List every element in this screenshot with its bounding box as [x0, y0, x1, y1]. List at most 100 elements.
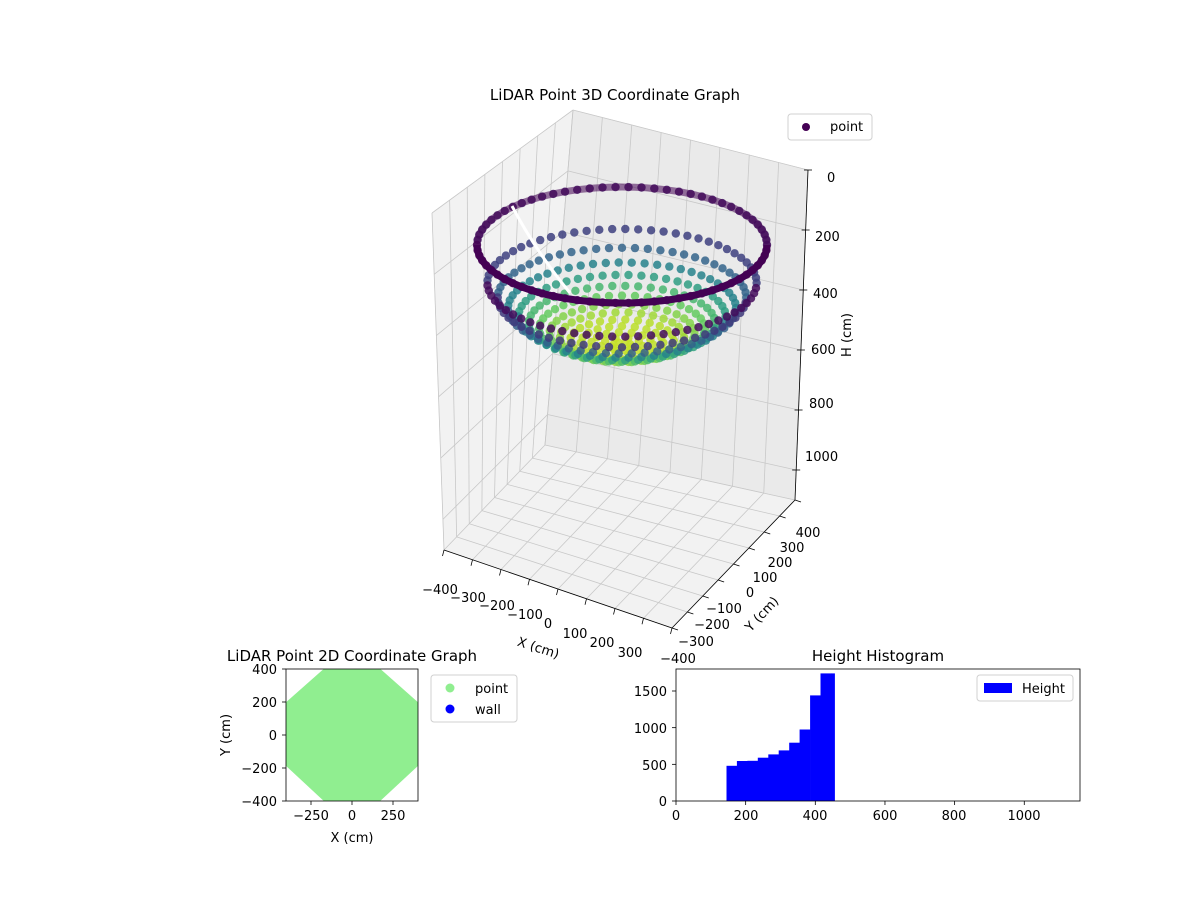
bowl-point: [668, 318, 677, 327]
y-tick-label: 1000: [634, 722, 667, 737]
z-tick-labels-3d: 0 200 400 600 800 1000: [805, 171, 840, 465]
bowl-point: [722, 312, 732, 321]
y-tick: [671, 627, 679, 631]
bowl-point: [510, 318, 519, 327]
x-tick: [499, 569, 502, 576]
x-tick: [584, 598, 587, 605]
x-axis-label-2d: X (cm): [331, 831, 374, 846]
ticks-3d: [442, 169, 812, 635]
y-tick-labels-hist: 0 500 1000 1500: [634, 685, 667, 810]
y-tick: [748, 547, 756, 551]
x-tick: [613, 608, 616, 615]
grid-line: [575, 117, 603, 452]
histogram-bar: [778, 750, 790, 801]
bowl-point: [663, 306, 672, 315]
y-tick-label: 400: [252, 663, 277, 678]
bowl-point: [593, 325, 602, 334]
bowl-point: [588, 259, 598, 269]
bowl-point: [577, 304, 587, 314]
bowl-point: [634, 225, 643, 234]
bowl-point: [617, 243, 627, 252]
grid-line: [544, 444, 796, 501]
bowl-point: [582, 330, 591, 339]
bowl-point: [601, 349, 610, 358]
bowl-point: [579, 246, 588, 255]
bowl-point: [495, 301, 505, 310]
y-tick-label: −400: [241, 795, 277, 810]
bowl-point: [595, 282, 604, 292]
bowl-point: [683, 280, 693, 289]
y-tick-label: −200: [241, 762, 277, 777]
x-tick-label: 200: [734, 809, 759, 824]
bowl-point: [683, 231, 692, 240]
bowl-point: [679, 250, 689, 259]
bowl-point: [706, 275, 715, 284]
bowl-point: [633, 316, 643, 325]
bowl-point: [680, 314, 689, 323]
y-tick-label: −300: [678, 635, 714, 650]
bowl-point: [656, 340, 665, 349]
bowl-point: [676, 301, 685, 310]
ticks-2d: [282, 668, 394, 805]
x-tick-label: −400: [422, 583, 458, 598]
bowl-point: [730, 249, 739, 258]
bowl-point: [536, 235, 545, 245]
y-tick: [717, 579, 725, 583]
bowl-point: [617, 343, 627, 352]
grid-line: [562, 231, 804, 291]
bowl-point: [668, 338, 677, 348]
bowl-point: [640, 259, 649, 268]
bowl-point: [604, 291, 614, 301]
x-tick: [556, 588, 559, 596]
histogram-bar: [789, 742, 800, 801]
bowl-point: [604, 243, 614, 253]
y-tick-labels-3d: −400 −300 −200 −100 0 100 200 300 400: [660, 526, 820, 667]
bowl-point: [611, 270, 620, 280]
bowl-point: [559, 312, 568, 321]
bowl-point: [690, 253, 700, 262]
y-tick-label: 300: [780, 541, 805, 556]
y-tick-label: −100: [706, 602, 742, 617]
bowl-point: [624, 308, 633, 317]
bowl-point: [661, 274, 671, 284]
bowl-front-rim: [473, 244, 771, 307]
bowl-point: [517, 264, 526, 273]
x-tick-label: 800: [942, 809, 967, 824]
grid-line: [547, 414, 797, 471]
legend-3d-label: point: [830, 120, 863, 135]
bowl-point: [582, 226, 591, 236]
bowl-point: [646, 283, 655, 292]
bowl-point: [508, 247, 518, 256]
bowl-point: [676, 264, 685, 274]
x-tick-label: −250: [293, 809, 329, 824]
grid-line: [433, 170, 569, 275]
histogram-bar: [831, 673, 835, 801]
bowl-point: [656, 246, 665, 255]
x-tick-label: −300: [450, 591, 486, 606]
bowl-point: [704, 237, 713, 246]
grid-line: [442, 414, 548, 520]
bowl-point: [624, 270, 633, 280]
bowl-point: [608, 315, 617, 325]
x-tick: [641, 618, 644, 625]
bowl-point: [672, 310, 681, 319]
bowl-point: [576, 314, 585, 323]
histogram-bar: [757, 757, 769, 801]
bowl-point: [659, 329, 668, 339]
grid-line: [431, 212, 445, 551]
legend-hist: Height: [976, 674, 1074, 702]
x-tick-label: 200: [590, 636, 615, 651]
legend-point-marker: [445, 683, 455, 693]
bowl-point: [595, 225, 604, 234]
bowl-point: [571, 286, 580, 295]
bowl-point: [630, 243, 640, 253]
ticks-hist: [672, 690, 1025, 805]
z-axis-line: [794, 169, 809, 501]
x-tick-labels-hist: 0 200 400 600 800 1000: [672, 809, 1041, 824]
bowl-point: [694, 323, 703, 332]
bowl-point: [592, 244, 601, 254]
bowl-point: [501, 251, 511, 260]
x-tick-label: 1000: [1007, 809, 1040, 824]
bowl-point: [643, 244, 652, 254]
